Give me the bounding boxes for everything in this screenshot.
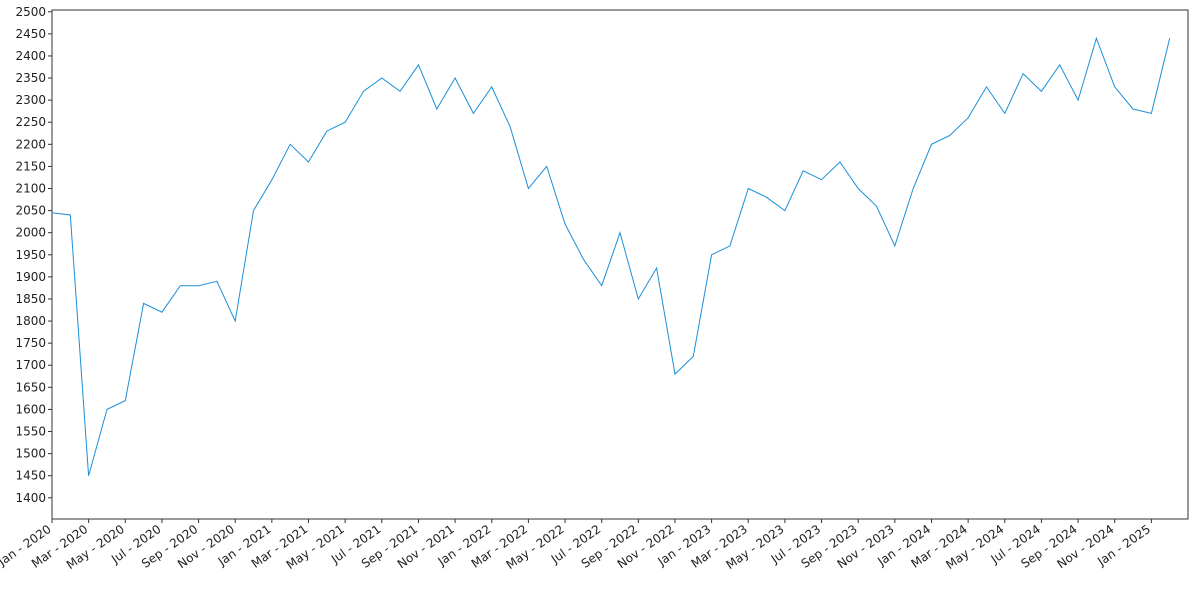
y-tick-label: 1950 [15,248,46,262]
plot-frame [51,9,1189,520]
series-line [51,36,1171,476]
y-tick-label: 2100 [15,182,46,196]
y-tick-label: 2250 [15,115,46,129]
y-tick-label: 1700 [15,358,46,372]
y-tick-label: 1550 [15,425,46,439]
y-tick-label: 1450 [15,469,46,483]
y-tick-label: 2200 [15,137,46,151]
y-tick-label: 2500 [15,5,46,19]
y-tick-label: 1750 [15,336,46,350]
y-tick-label: 1850 [15,292,46,306]
y-tick-label: 2150 [15,159,46,173]
y-tick-label: 1400 [15,491,46,505]
y-tick-label: 2050 [15,204,46,218]
y-tick-label: 1650 [15,380,46,394]
y-tick-label: 1800 [15,314,46,328]
y-tick-label: 1500 [15,447,46,461]
y-tick-label: 2450 [15,27,46,41]
y-tick-label: 1600 [15,402,46,416]
y-tick-label: 2400 [15,49,46,63]
y-tick-label: 2350 [15,71,46,85]
y-tick-label: 2000 [15,226,46,240]
y-tick-label: 2300 [15,93,46,107]
y-tick-label: 1900 [15,270,46,284]
